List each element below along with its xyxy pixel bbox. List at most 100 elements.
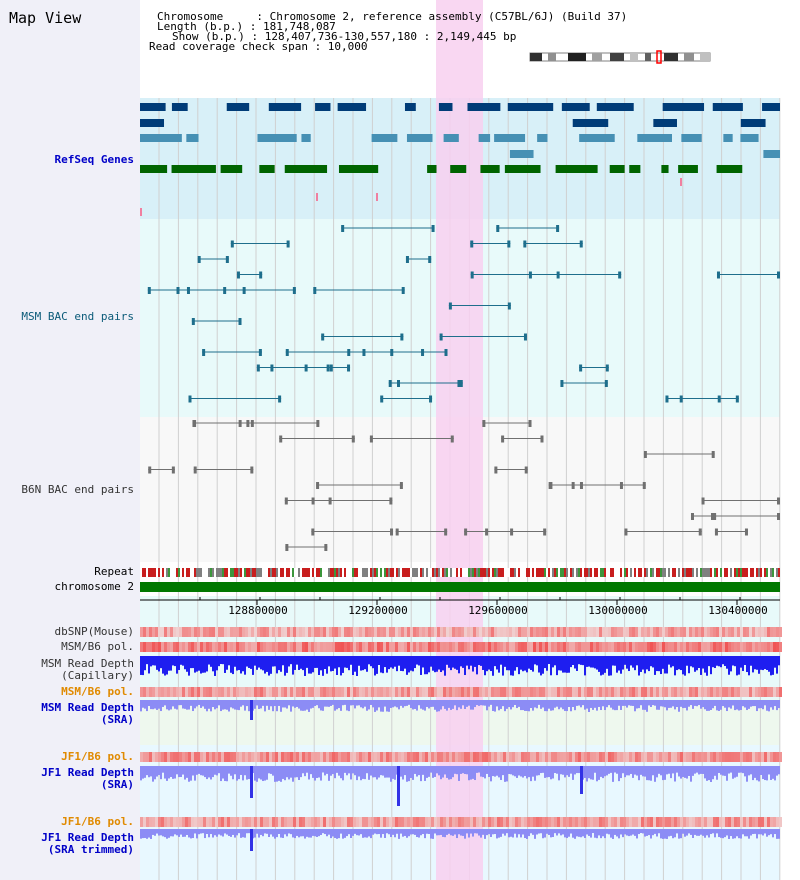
read-depth-bar xyxy=(322,829,324,834)
read-depth-bar xyxy=(364,766,366,780)
read-depth-bar xyxy=(192,656,194,669)
read-depth-bar xyxy=(374,766,376,778)
read-depth-bar xyxy=(712,829,714,834)
pol-heat-cell xyxy=(704,752,707,762)
repeat-element xyxy=(704,568,706,577)
pol-heat-cell xyxy=(215,642,218,652)
pol-heat-cell xyxy=(371,642,374,652)
bac-end xyxy=(238,318,242,325)
read-depth-bar xyxy=(148,766,150,778)
pol-heat-cell xyxy=(731,817,734,827)
pol-heat-cell xyxy=(608,817,611,827)
bac-end xyxy=(579,482,583,489)
pol-heat-cell xyxy=(299,642,302,652)
pol-heat-cell xyxy=(233,627,236,637)
pol-heat-cell xyxy=(245,642,248,652)
bac-end xyxy=(439,333,443,341)
read-depth-bar xyxy=(300,766,302,778)
read-depth-bar xyxy=(640,700,642,706)
pol-heat-cell xyxy=(773,642,776,652)
pol-heat-cell xyxy=(152,752,155,762)
read-depth-bar xyxy=(336,766,338,773)
repeat-element xyxy=(314,568,316,577)
read-depth-bar xyxy=(468,766,470,781)
read-depth-bar xyxy=(318,766,320,778)
read-depth-bar xyxy=(152,656,154,666)
pol-heat-cell xyxy=(659,752,662,762)
pol-heat-cell xyxy=(590,817,593,827)
read-depth-bar xyxy=(726,700,728,712)
pol-heat-cell xyxy=(644,752,647,762)
read-depth-bar xyxy=(718,700,720,711)
pol-heat-cell xyxy=(176,627,179,637)
pol-heat-cell xyxy=(740,752,743,762)
read-depth-bar xyxy=(326,700,328,707)
pol-heat-cell xyxy=(302,687,305,697)
pol-heat-cell xyxy=(740,642,743,652)
repeat-element xyxy=(368,568,370,577)
pol-heat-cell xyxy=(581,687,584,697)
read-depth-bar xyxy=(480,656,482,666)
read-depth-bar xyxy=(458,766,460,781)
pol-heat-cell xyxy=(533,642,536,652)
read-depth-bar xyxy=(368,700,370,710)
pol-heat-cell xyxy=(155,687,158,697)
pol-heat-cell xyxy=(758,627,761,637)
read-depth-bar xyxy=(572,766,574,780)
read-depth-bar xyxy=(650,766,652,781)
pol-heat-cell xyxy=(494,687,497,697)
read-depth-bar xyxy=(340,766,342,779)
read-depth-bar xyxy=(236,829,238,836)
track-label-msm-bac[interactable]: MSM BAC end pairs xyxy=(21,310,134,323)
pol-heat-cell xyxy=(479,752,482,762)
pol-heat-cell xyxy=(614,642,617,652)
read-depth-bar xyxy=(756,700,758,712)
pol-heat-cell xyxy=(293,752,296,762)
gene-block xyxy=(450,165,467,173)
read-depth-bar xyxy=(568,829,570,837)
pol-heat-cell xyxy=(317,642,320,652)
track-label-b6n-bac[interactable]: B6N BAC end pairs xyxy=(21,483,134,496)
pol-heat-cell xyxy=(452,817,455,827)
bac-end xyxy=(380,395,384,403)
read-depth-bar xyxy=(194,829,196,834)
pol-heat-cell xyxy=(614,752,617,762)
read-depth-bar xyxy=(358,700,360,706)
pol-heat-cell xyxy=(710,642,713,652)
pol-heat-cell xyxy=(626,817,629,827)
read-depth-bar xyxy=(586,829,588,835)
pol-heat-cell xyxy=(335,627,338,637)
read-depth-bar xyxy=(502,700,504,707)
read-depth-bar xyxy=(696,700,698,707)
repeat-element xyxy=(212,568,214,577)
read-depth-bar xyxy=(286,656,288,673)
read-depth-bar xyxy=(380,700,382,712)
read-depth-bar xyxy=(690,700,692,706)
read-depth-bar xyxy=(540,656,542,676)
pol-heat-cell xyxy=(551,627,554,637)
gene-block xyxy=(140,119,165,127)
bac-end xyxy=(193,466,197,474)
repeat-element xyxy=(672,568,674,577)
read-depth-bar xyxy=(772,656,774,675)
repeat-element xyxy=(444,568,446,577)
repeat-element xyxy=(536,568,538,577)
pol-heat-cell xyxy=(701,642,704,652)
bac-end xyxy=(698,528,702,536)
pol-heat-cell xyxy=(536,817,539,827)
gene-block xyxy=(509,150,534,158)
read-depth-bar xyxy=(144,766,146,778)
pol-heat-cell xyxy=(671,752,674,762)
pol-heat-cell xyxy=(656,642,659,652)
track-label-refseq[interactable]: RefSeq Genes xyxy=(54,153,134,166)
pol-heat-cell xyxy=(227,752,230,762)
pol-heat-cell xyxy=(380,687,383,697)
read-depth-bar xyxy=(502,766,504,776)
pol-heat-cell xyxy=(449,642,452,652)
read-depth-bar xyxy=(750,656,752,666)
read-depth-bar xyxy=(374,700,376,712)
pol-heat-cell xyxy=(236,817,239,827)
read-depth-bar xyxy=(736,656,738,676)
pol-heat-cell xyxy=(533,752,536,762)
